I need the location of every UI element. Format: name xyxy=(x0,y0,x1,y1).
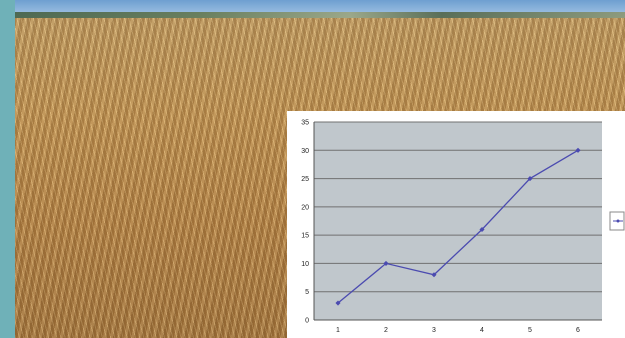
x-axis-ticks: 1 2 3 4 5 6 xyxy=(336,327,580,334)
y-tick-label: 5 xyxy=(305,289,309,296)
gridlines xyxy=(313,121,602,321)
y-axis-ticks: 0 5 10 15 20 25 30 35 xyxy=(301,120,309,325)
y-tick-label: 35 xyxy=(301,120,309,127)
x-tick-label: 6 xyxy=(576,327,580,334)
legend xyxy=(609,211,625,231)
data-point xyxy=(431,272,437,278)
data-point xyxy=(335,300,341,306)
y-tick-label: 15 xyxy=(301,233,309,240)
y-tick-label: 10 xyxy=(301,261,309,268)
legend-point-marker xyxy=(616,219,620,223)
plot-area xyxy=(314,122,602,320)
x-tick-label: 2 xyxy=(384,327,388,334)
x-tick-label: 1 xyxy=(336,327,340,334)
data-point xyxy=(479,226,485,233)
x-tick-label: 3 xyxy=(432,327,436,334)
data-point xyxy=(383,260,389,266)
series-line xyxy=(337,149,579,304)
y-tick-label: 20 xyxy=(301,204,309,211)
y-tick-label: 25 xyxy=(301,176,309,183)
x-tick-label: 4 xyxy=(480,327,484,334)
y-tick-label: 0 xyxy=(305,318,309,325)
left-accent-band xyxy=(0,0,15,338)
y-tick-label: 30 xyxy=(301,148,309,155)
x-tick-label: 5 xyxy=(528,327,532,334)
treeline xyxy=(15,12,625,18)
